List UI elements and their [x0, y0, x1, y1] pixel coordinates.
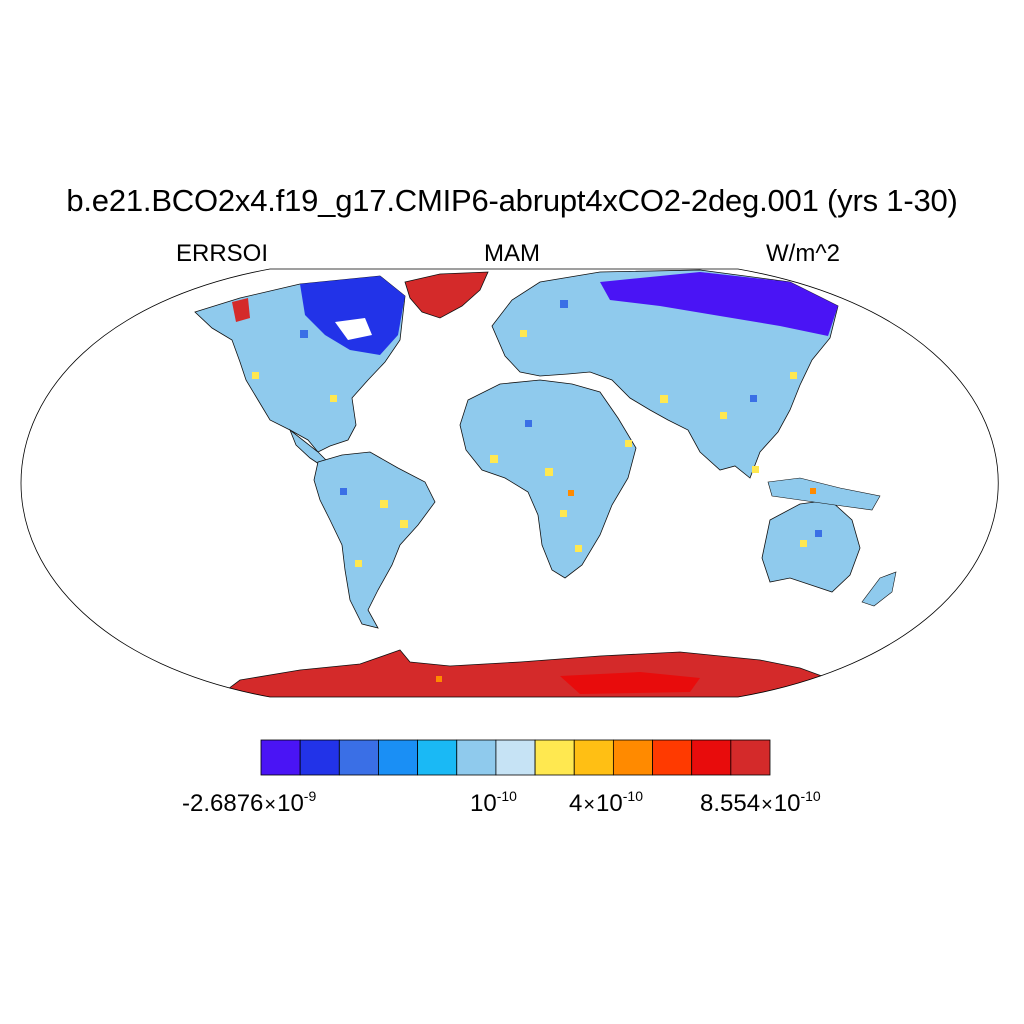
africa [459, 379, 637, 579]
units-label: W/m^2 [766, 240, 840, 267]
antarctica [198, 649, 861, 697]
new-zealand [861, 571, 897, 607]
arctic-canada-region [300, 276, 405, 355]
colorbar-swatch [456, 739, 497, 776]
hudson-bay [335, 318, 372, 340]
colorbar-tick-label-2: 10-10 [470, 788, 517, 817]
colorbar-swatch [612, 739, 653, 776]
strong-warm-cells [436, 488, 816, 682]
variable-label: ERRSOI [176, 240, 269, 267]
greenland [404, 271, 489, 319]
colorbar-swatch [730, 739, 771, 776]
colorbar-tick-label-min: -2.6876×10-9 [182, 788, 317, 817]
south-america [313, 451, 436, 629]
cool-anomaly-cells [300, 300, 822, 537]
colorbar [260, 739, 771, 776]
australia [761, 499, 861, 593]
colorbar-swatch [378, 739, 419, 776]
colorbar-swatch [652, 739, 693, 776]
colorbar-swatch [534, 739, 575, 776]
maritime-asia [767, 477, 881, 511]
season-label: MAM [484, 240, 540, 267]
alaska-region [232, 298, 250, 322]
colorbar-swatch [573, 739, 614, 776]
map-boundary [20, 268, 999, 698]
antarctica-warm-core [560, 672, 700, 694]
warm-anomaly-cells [252, 330, 807, 567]
colorbar-swatch [495, 739, 536, 776]
colorbar-swatch [691, 739, 732, 776]
colorbar-tick-label-3: 4×10-10 [569, 788, 643, 817]
eurasia [491, 269, 839, 479]
colorbar-swatch [260, 739, 301, 776]
colorbar-swatch [417, 739, 458, 776]
colorbar-swatch [299, 739, 340, 776]
siberia-region [600, 272, 838, 336]
colorbar-swatch [338, 739, 379, 776]
colorbar-tick-label-max: 8.554×10-10 [700, 788, 821, 817]
page-title: b.e21.BCO2x4.f19_g17.CMIP6-abrupt4xCO2-2… [66, 183, 958, 218]
